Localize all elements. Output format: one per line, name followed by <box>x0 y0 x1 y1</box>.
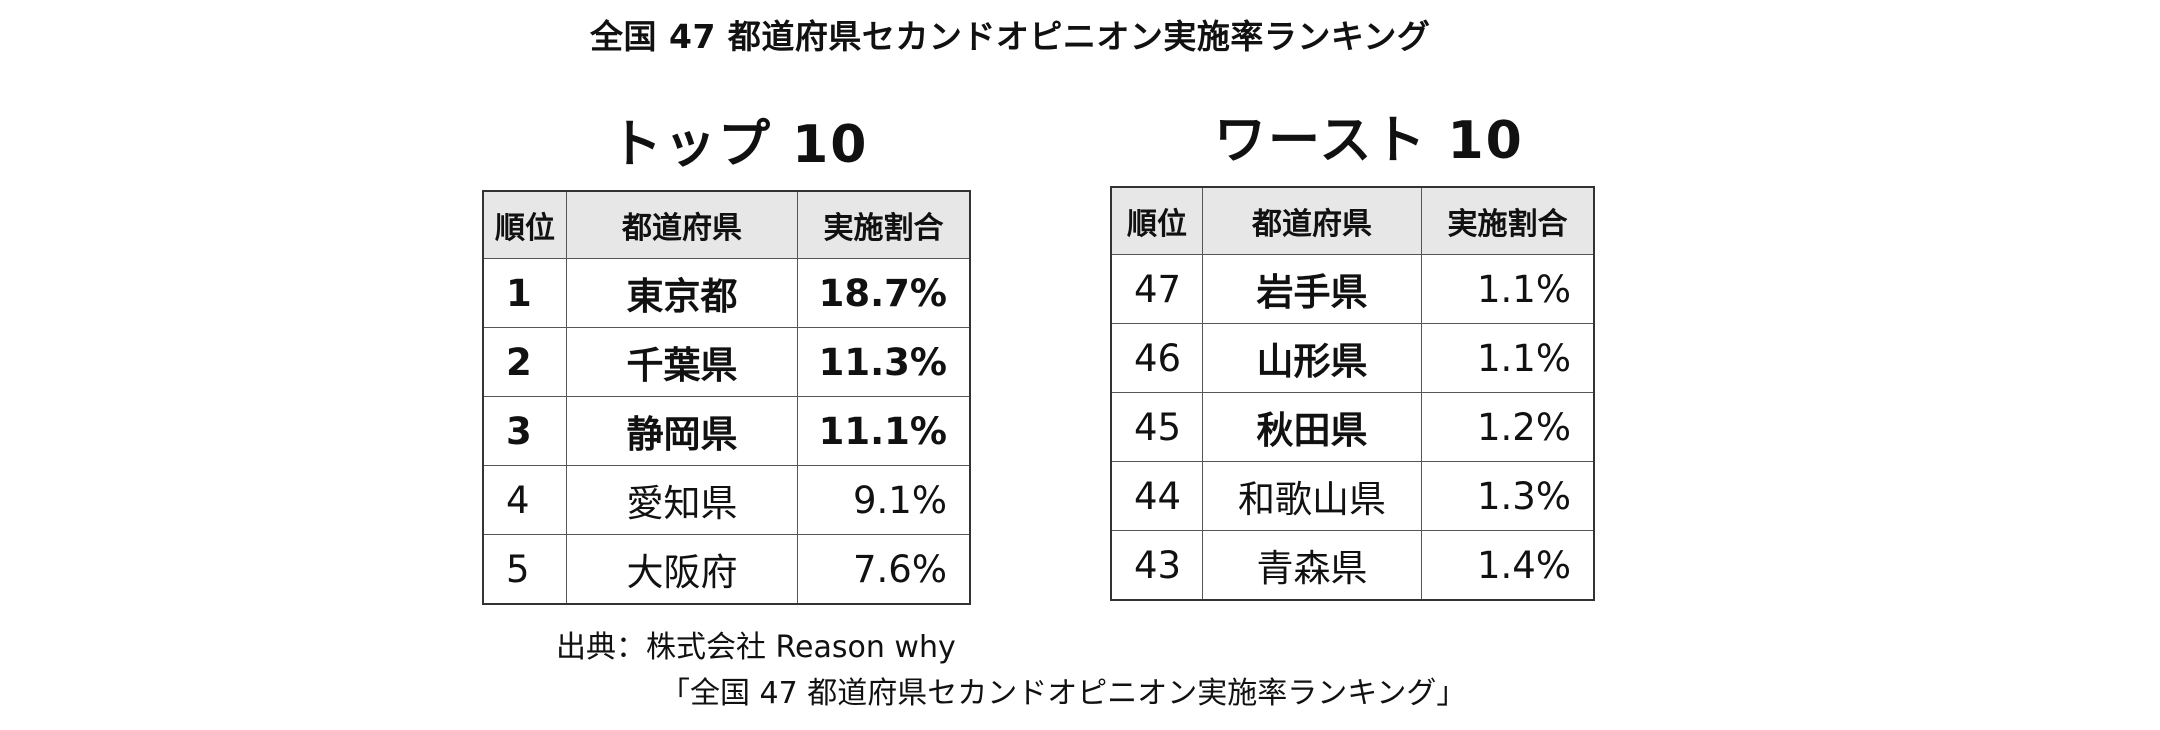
rate-cell: 11.1% <box>797 396 971 466</box>
prefecture-cell: 東京都 <box>566 258 798 328</box>
table-row: 47 岩手県 1.1% <box>1110 254 1595 324</box>
table-row: 44 和歌山県 1.3% <box>1110 461 1595 531</box>
header-prefecture: 都道府県 <box>1202 186 1422 255</box>
rank-cell: 4 <box>482 465 567 535</box>
rank-cell: 44 <box>1110 461 1203 531</box>
worst-10-table: 順位 都道府県 実施割合 47 岩手県 1.1% 46 山形県 1.1% 45 … <box>1110 186 1595 601</box>
worst-10-heading: ワースト 10 <box>1214 111 1524 171</box>
rank-cell: 2 <box>482 327 567 397</box>
prefecture-cell: 和歌山県 <box>1202 461 1422 531</box>
rank-cell: 1 <box>482 258 567 328</box>
top-10-table: 順位 都道府県 実施割合 1 東京都 18.7% 2 千葉県 11.3% 3 静… <box>482 190 971 605</box>
top-10-heading: トップ 10 <box>610 115 869 175</box>
rate-cell: 9.1% <box>797 465 971 535</box>
rate-cell: 1.1% <box>1421 323 1595 393</box>
rate-cell: 7.6% <box>797 534 971 605</box>
table-header-row: 順位 都道府県 実施割合 <box>482 190 971 259</box>
header-rank: 順位 <box>1110 186 1203 255</box>
source-citation: 出典：株式会社 Reason why <box>556 630 956 665</box>
table-row: 4 愛知県 9.1% <box>482 465 971 535</box>
source-report-title: 「全国 47 都道府県セカンドオピニオン実施率ランキング」 <box>660 676 1467 711</box>
rank-cell: 47 <box>1110 254 1203 324</box>
page-title: 全国 47 都道府県セカンドオピニオン実施率ランキング <box>590 17 1431 56</box>
rank-cell: 5 <box>482 534 567 605</box>
prefecture-cell: 山形県 <box>1202 323 1422 393</box>
table-row: 5 大阪府 7.6% <box>482 534 971 605</box>
rank-cell: 43 <box>1110 530 1203 601</box>
table-row: 3 静岡県 11.1% <box>482 396 971 466</box>
table-row: 43 青森県 1.4% <box>1110 530 1595 601</box>
header-rate: 実施割合 <box>797 190 971 259</box>
rate-cell: 18.7% <box>797 258 971 328</box>
rank-cell: 46 <box>1110 323 1203 393</box>
prefecture-cell: 大阪府 <box>566 534 798 605</box>
prefecture-cell: 愛知県 <box>566 465 798 535</box>
prefecture-cell: 岩手県 <box>1202 254 1422 324</box>
table-row: 45 秋田県 1.2% <box>1110 392 1595 462</box>
rank-cell: 3 <box>482 396 567 466</box>
header-rank: 順位 <box>482 190 567 259</box>
prefecture-cell: 秋田県 <box>1202 392 1422 462</box>
rate-cell: 1.1% <box>1421 254 1595 324</box>
rate-cell: 11.3% <box>797 327 971 397</box>
table-header-row: 順位 都道府県 実施割合 <box>1110 186 1595 255</box>
table-row: 2 千葉県 11.3% <box>482 327 971 397</box>
prefecture-cell: 青森県 <box>1202 530 1422 601</box>
rank-cell: 45 <box>1110 392 1203 462</box>
table-row: 1 東京都 18.7% <box>482 258 971 328</box>
rate-cell: 1.3% <box>1421 461 1595 531</box>
prefecture-cell: 静岡県 <box>566 396 798 466</box>
header-prefecture: 都道府県 <box>566 190 798 259</box>
rate-cell: 1.2% <box>1421 392 1595 462</box>
table-row: 46 山形県 1.1% <box>1110 323 1595 393</box>
prefecture-cell: 千葉県 <box>566 327 798 397</box>
header-rate: 実施割合 <box>1421 186 1595 255</box>
rate-cell: 1.4% <box>1421 530 1595 601</box>
